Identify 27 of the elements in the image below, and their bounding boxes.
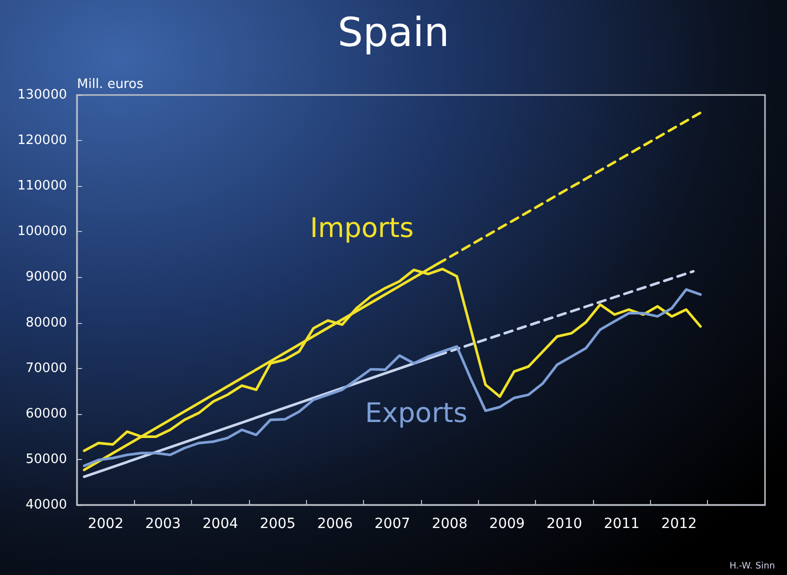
x-tick-label: 2002 xyxy=(88,516,124,532)
series-label: Exports xyxy=(365,398,468,429)
x-tick-label: 2011 xyxy=(604,516,640,532)
x-tick-label: 2012 xyxy=(661,516,697,532)
y-tick-label: 60000 xyxy=(26,406,67,422)
x-tick-label: 2004 xyxy=(202,516,238,532)
y-tick-label: 120000 xyxy=(17,133,67,148)
x-tick-label: 2007 xyxy=(374,516,410,532)
y-tick-label: 50000 xyxy=(26,452,67,467)
line-series xyxy=(82,288,702,468)
y-tick-label: 130000 xyxy=(17,88,67,102)
x-tick-label: 2003 xyxy=(145,516,181,532)
y-tick-label: 80000 xyxy=(26,315,67,330)
y-tick-label: 90000 xyxy=(26,270,67,285)
x-tick-label: 2009 xyxy=(489,516,525,532)
y-tick-label: 70000 xyxy=(26,360,67,376)
x-tick-label: 2010 xyxy=(546,516,582,532)
y-tick-label: 100000 xyxy=(17,224,67,240)
y-tick-label: 40000 xyxy=(26,498,67,512)
y-tick-label: 110000 xyxy=(17,178,67,194)
y-axis-title: Mill. euros xyxy=(77,77,144,92)
x-tick-label: 2006 xyxy=(317,516,353,532)
x-tick-label: 2005 xyxy=(260,516,296,532)
series-label: Imports xyxy=(310,213,414,244)
text: H.-W. Sinn xyxy=(729,562,775,572)
x-tick-label: 2008 xyxy=(432,516,468,532)
chart-title: Spain xyxy=(338,10,450,56)
